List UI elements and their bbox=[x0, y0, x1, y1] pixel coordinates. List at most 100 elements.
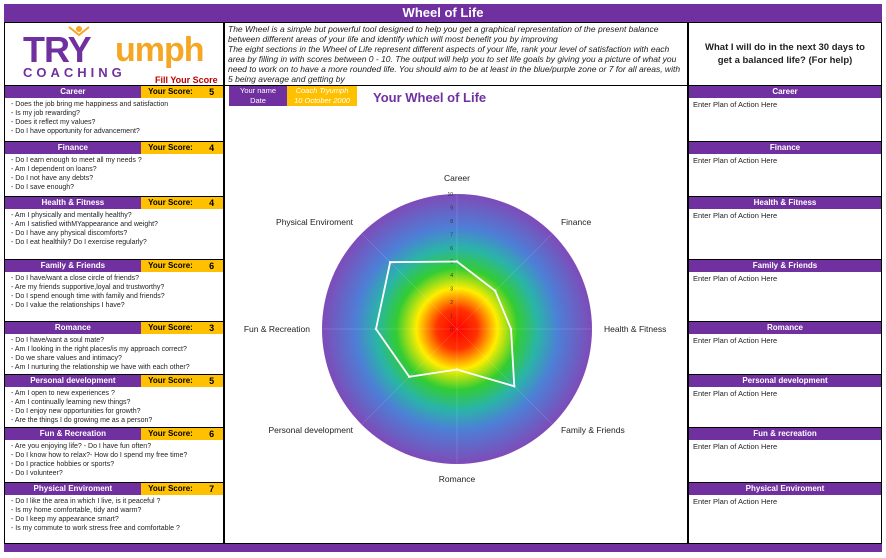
tick-label: 3 bbox=[450, 287, 453, 293]
category-question: - Is my home comfortable, tidy and warm? bbox=[11, 507, 142, 514]
axis-label: Fun & Recreation bbox=[244, 324, 310, 334]
category-question: - Do I save enough? bbox=[11, 184, 75, 191]
category-name: Career bbox=[5, 86, 141, 98]
category-question: - Do I spend enough time with family and… bbox=[11, 293, 165, 300]
your-name-label: Your name bbox=[240, 86, 276, 95]
plan-input[interactable]: Enter Plan of Action Here bbox=[693, 211, 778, 220]
score-input[interactable]: 7 bbox=[200, 483, 223, 495]
logo: TRY umph COACHING Fill Your Score bbox=[4, 22, 224, 86]
score-input[interactable]: 6 bbox=[200, 428, 223, 440]
plan-input[interactable]: Enter Plan of Action Here bbox=[693, 100, 778, 109]
axis-label: Health & Fitness bbox=[604, 324, 666, 334]
category-name: Fun & Recreation bbox=[5, 428, 141, 440]
logo-text-coaching: COACHING bbox=[23, 65, 126, 80]
category-question: - Is my commute to work stress free and … bbox=[11, 525, 180, 532]
category-questions: - Am I physically and mentally healthy? -… bbox=[5, 209, 223, 247]
category-question: - Do I value the relationships I have? bbox=[11, 302, 125, 309]
score-point bbox=[408, 375, 411, 378]
date-value[interactable]: 10 October 2000 bbox=[294, 96, 350, 105]
category-question: - Does it reflect my values? bbox=[11, 119, 96, 126]
category-question: - Am I nurturing the relationship we hav… bbox=[11, 364, 190, 371]
wheel-title: Your Wheel of Life bbox=[373, 90, 487, 105]
category-header: Physical Enviroment Your Score: 7 bbox=[5, 483, 223, 495]
plan-input[interactable]: Enter Plan of Action Here bbox=[693, 389, 778, 398]
score-input[interactable]: 3 bbox=[200, 322, 223, 334]
category-question: - Am I continually learning new things? bbox=[11, 399, 131, 406]
category-header: Finance Your Score: 4 bbox=[5, 142, 223, 154]
category-question: - Am I physically and mentally healthy? bbox=[11, 212, 132, 219]
your-score-label: Your Score: bbox=[140, 322, 201, 334]
category-question: - Are the things I do growing me as a pe… bbox=[11, 417, 153, 424]
category-section: Career Your Score: 5 - Does the job brin… bbox=[4, 86, 224, 142]
your-name-value[interactable]: Coach Tryumph bbox=[295, 86, 349, 95]
category-question: - Do I have/want a close circle of frien… bbox=[11, 275, 140, 282]
plan-input[interactable]: Enter Plan of Action Here bbox=[693, 442, 778, 451]
axis-label: Physical Enviroment bbox=[276, 217, 354, 227]
plan-input[interactable]: Enter Plan of Action Here bbox=[693, 497, 778, 506]
category-name: Family & Friends bbox=[5, 260, 141, 272]
wheel-spoke bbox=[456, 233, 553, 330]
score-point bbox=[509, 327, 513, 331]
plan-input[interactable]: Enter Plan of Action Here bbox=[693, 156, 778, 165]
tick-label: 6 bbox=[450, 246, 453, 252]
plan-section: Career Enter Plan of Action Here bbox=[688, 86, 882, 142]
axis-label: Finance bbox=[561, 217, 592, 227]
category-section: Personal development Your Score: 5 - Am … bbox=[4, 375, 224, 428]
your-score-label: Your Score: bbox=[140, 86, 201, 98]
category-question: - Do I know how to relax?- How do I spen… bbox=[11, 452, 188, 459]
category-header: Career Your Score: 5 bbox=[5, 86, 223, 98]
category-question: - Do I enjoy new opportunities for growt… bbox=[11, 408, 141, 415]
category-header: Fun & Recreation Your Score: 6 bbox=[5, 428, 223, 440]
category-question: - Do I like the area in which I live, is… bbox=[11, 498, 161, 505]
your-score-label: Your Score: bbox=[140, 260, 201, 272]
score-point bbox=[493, 289, 497, 293]
name-date-values[interactable]: Coach Tryumph 10 October 2000 bbox=[287, 86, 357, 106]
plan-section: Health & Fitness Enter Plan of Action He… bbox=[688, 197, 882, 260]
category-question: - Do we share values and intimacy? bbox=[11, 355, 122, 362]
category-name: Physical Enviroment bbox=[5, 483, 141, 495]
logo-text-try: TRY bbox=[23, 29, 92, 70]
plan-section: Finance Enter Plan of Action Here bbox=[688, 142, 882, 197]
score-input[interactable]: 5 bbox=[200, 86, 223, 98]
wheel-spoke bbox=[456, 328, 553, 425]
tick-label: 8 bbox=[450, 219, 453, 225]
category-question: - Do I practice hobbies or sports? bbox=[11, 461, 115, 468]
axis-label: Romance bbox=[439, 474, 476, 484]
your-score-label: Your Score: bbox=[140, 483, 201, 495]
category-question: - Is my job rewarding? bbox=[11, 110, 80, 117]
score-input[interactable]: 4 bbox=[200, 197, 223, 209]
score-point bbox=[455, 260, 459, 263]
plan-name: Career bbox=[689, 86, 881, 98]
category-questions: - Do I have/want a soul mate? - Am I look… bbox=[5, 334, 223, 372]
category-name: Personal development bbox=[5, 375, 141, 387]
plan-name: Health & Fitness bbox=[689, 197, 881, 209]
category-name: Finance bbox=[5, 142, 141, 154]
score-input[interactable]: 5 bbox=[200, 375, 223, 387]
score-input[interactable]: 4 bbox=[200, 142, 223, 154]
your-score-label: Your Score: bbox=[140, 375, 201, 387]
axis-label: Career bbox=[444, 173, 470, 183]
category-question: - Am I dependent on loans? bbox=[11, 166, 97, 173]
plan-input[interactable]: Enter Plan of Action Here bbox=[693, 274, 778, 283]
category-name: Romance bbox=[5, 322, 141, 334]
page-title: Wheel of Life bbox=[4, 4, 882, 22]
category-header: Health & Fitness Your Score: 4 bbox=[5, 197, 223, 209]
score-point bbox=[388, 260, 392, 264]
plan-header: What I will do in the next 30 days to ge… bbox=[688, 22, 882, 86]
category-question: - Do I eat healthily? Do I exercise regu… bbox=[11, 239, 147, 246]
category-header: Romance Your Score: 3 bbox=[5, 322, 223, 334]
tick-label: 1 bbox=[450, 314, 453, 320]
tick-label: 10 bbox=[447, 192, 453, 198]
score-input[interactable]: 6 bbox=[200, 260, 223, 272]
plan-input[interactable]: Enter Plan of Action Here bbox=[693, 336, 778, 345]
footer-bar-left bbox=[4, 544, 224, 552]
category-questions: - Does the job bring me happiness and sa… bbox=[5, 98, 223, 136]
category-question: - Do I volunteer? bbox=[11, 470, 63, 477]
category-section: Finance Your Score: 4 - Do I earn enough… bbox=[4, 142, 224, 197]
category-questions: - Am I open to new experiences ? - Am I c… bbox=[5, 387, 223, 425]
category-questions: - Do I earn enough to meet all my needs … bbox=[5, 154, 223, 192]
plan-name: Family & Friends bbox=[689, 260, 881, 272]
plan-name: Fun & recreation bbox=[689, 428, 881, 440]
category-question: - Do I keep my appearance smart? bbox=[11, 516, 119, 523]
wheel-panel: Your name Date Coach Tryumph 10 October … bbox=[224, 86, 688, 544]
